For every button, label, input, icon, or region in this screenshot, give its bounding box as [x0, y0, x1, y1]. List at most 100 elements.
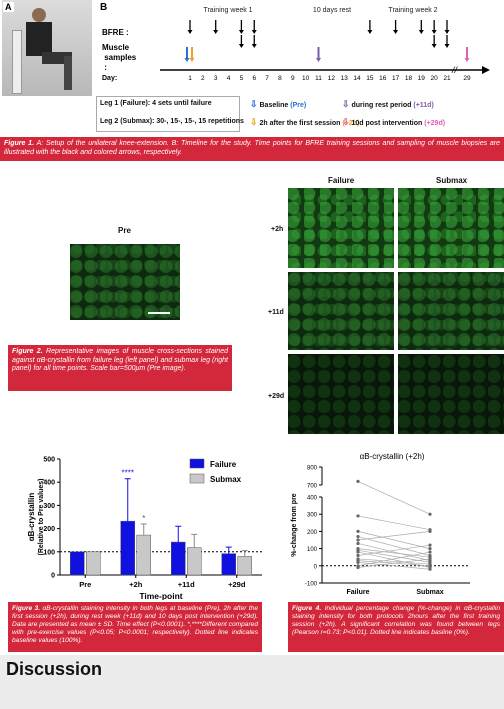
subject-line — [357, 558, 431, 565]
x-tick-label: +2h — [129, 580, 143, 589]
day-label: 12 — [328, 75, 336, 82]
micrograph — [288, 354, 394, 434]
day-label: 15 — [366, 75, 374, 82]
error-bar — [175, 525, 182, 543]
x-tick-label: Submax — [416, 589, 443, 596]
legend-item: ⇩ 2h after the first session (+2h) — [250, 117, 360, 127]
row-label: +29d — [268, 393, 285, 400]
micrograph — [398, 188, 504, 268]
day-label: 20 — [431, 75, 439, 82]
micrograph — [398, 354, 504, 434]
image-label: Pre — [118, 226, 131, 235]
y-tick-label: 400 — [307, 496, 318, 502]
error-bar — [241, 550, 248, 557]
chart-title: αB-crystallin (+2h) — [360, 452, 425, 461]
arrow-head — [431, 30, 437, 34]
point — [356, 565, 360, 570]
y-tick-label: 800 — [307, 466, 318, 472]
point — [356, 538, 360, 542]
caption-label: Figure 1. — [4, 140, 35, 147]
caption-text: Individual percentage change (%-change) … — [292, 605, 500, 636]
arrow-head — [184, 58, 190, 62]
error-bar — [140, 523, 147, 536]
scale-bar — [148, 312, 170, 314]
bar — [237, 556, 252, 576]
arrow-head — [464, 58, 470, 62]
day-label: 17 — [392, 75, 400, 82]
significance: **** — [122, 469, 134, 478]
leg-text: Leg 1 (Failure): 4 sets until failure — [100, 100, 212, 107]
point — [356, 550, 360, 554]
phase-label: 10 days rest — [313, 7, 351, 14]
point — [356, 529, 360, 533]
arrow-head — [213, 30, 219, 34]
subject-line — [357, 551, 431, 567]
row-label: BFRE : — [102, 28, 129, 37]
point — [356, 553, 360, 558]
legend-text: Baseline — [259, 102, 289, 109]
arrow-head — [444, 30, 450, 34]
legend-text: during rest period — [351, 102, 412, 109]
day-label: 19 — [418, 75, 426, 82]
caption: Figure 4. Individual percentage change (… — [288, 602, 504, 652]
y-tick-label: -100 — [305, 582, 318, 588]
phase-label: Training week 1 — [203, 7, 252, 14]
legend-tag: (+29d) — [424, 120, 446, 127]
y-tick-label: 400 — [43, 480, 55, 487]
y-tick-label: 200 — [307, 530, 318, 536]
point — [356, 479, 360, 483]
legend-swatch — [189, 458, 205, 469]
day-label: 11 — [315, 75, 322, 82]
phase-label: Training week 2 — [388, 7, 437, 14]
y-tick-label: 500 — [43, 457, 55, 464]
column-label: Failure — [328, 176, 355, 185]
caption: Figure 2. Representative images of muscl… — [8, 345, 232, 391]
day-label: 13 — [341, 75, 349, 82]
caption: Figure 3. αB-crystallin staining intensi… — [8, 602, 262, 652]
point — [356, 514, 360, 518]
section-band: Discussion — [0, 655, 504, 709]
day-label: 7 — [265, 75, 269, 82]
legend-label: Submax — [210, 475, 242, 484]
point — [428, 557, 432, 561]
y-tick-label: 100 — [307, 547, 318, 553]
subject-line — [357, 531, 431, 549]
legend-tag: (Pre) — [290, 102, 307, 109]
legs-box — [96, 96, 240, 132]
arrow-head — [238, 30, 244, 34]
point — [356, 534, 360, 539]
micrograph — [70, 244, 180, 320]
bar — [171, 541, 186, 576]
day-label: 16 — [379, 75, 387, 82]
caption-label: Figure 4. — [292, 605, 322, 612]
subject-line — [357, 548, 431, 558]
legend-item: ⇩ Baseline (Pre) — [250, 99, 307, 109]
day-label: 21 — [443, 75, 451, 82]
setup-photo — [2, 0, 92, 96]
day-label: 3 — [214, 75, 218, 82]
caption-text: A: Setup of the unilateral knee-extensio… — [4, 140, 500, 156]
row-label: +2h — [271, 226, 284, 233]
legend-text: 10d post intervention — [351, 120, 423, 127]
subject-line — [357, 481, 431, 515]
arrow-head — [393, 30, 399, 34]
y-tick-label: 700 — [307, 484, 318, 490]
day-label: 9 — [291, 75, 295, 82]
x-tick-label: Pre — [79, 580, 91, 589]
legend-item: ⇩ during rest period (+11d) — [342, 99, 434, 109]
y-tick-label: 100 — [43, 549, 55, 556]
subject-line — [357, 536, 431, 556]
bar — [187, 547, 202, 576]
section-heading: Discussion — [6, 659, 103, 679]
arrow-head — [431, 44, 437, 48]
y-axis-label: %-change from pre — [291, 493, 298, 557]
caption-label: Figure 3. — [12, 605, 41, 612]
error-bar — [191, 533, 198, 548]
point — [428, 567, 432, 571]
arrow-head — [367, 30, 373, 34]
row-label: Muscle samples : — [102, 43, 137, 72]
panel-label: A — [3, 2, 14, 12]
y-axis-label: αB-crystallin — [27, 493, 36, 542]
subject-line — [357, 544, 431, 556]
day-label: 2 — [201, 75, 205, 82]
